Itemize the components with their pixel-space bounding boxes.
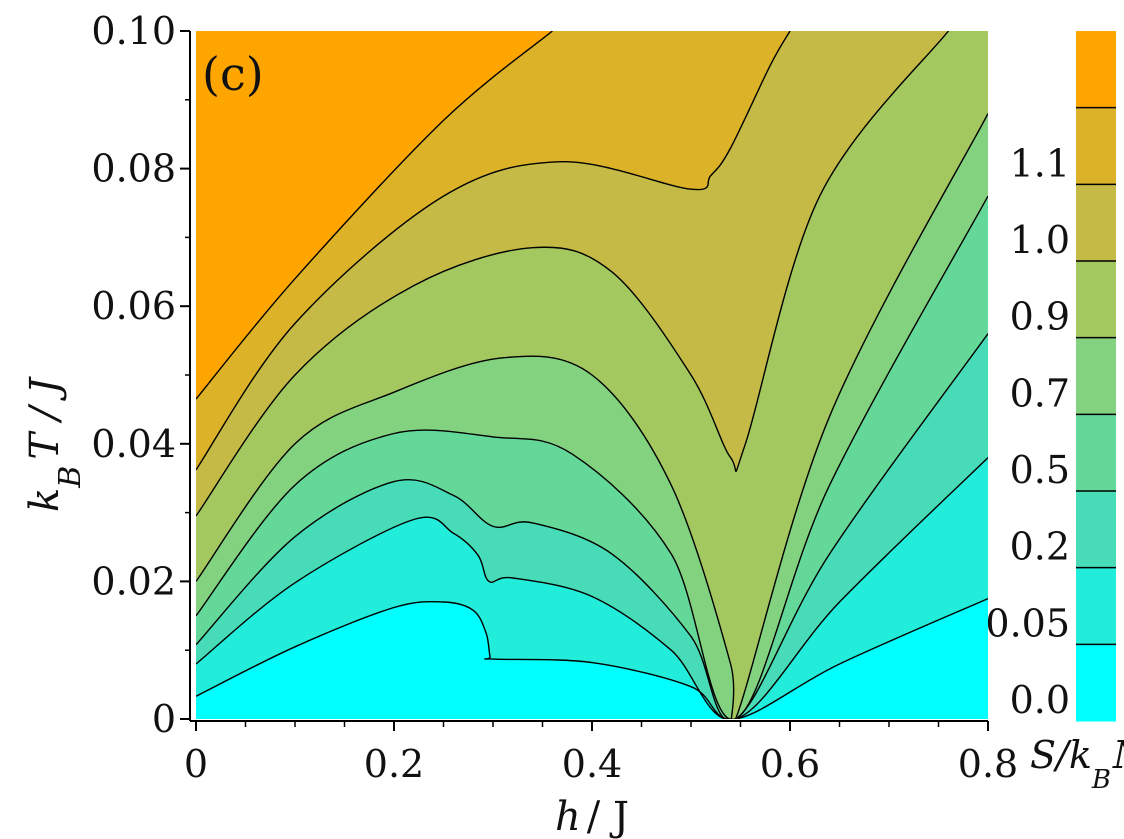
- colorbar-label-4: 0.7: [1010, 371, 1070, 415]
- colorbar-swatch-7: [1076, 107, 1116, 185]
- x-axis-title-main: h: [555, 794, 581, 839]
- colorbar-label-1: 0.05: [985, 601, 1070, 645]
- y-tick-label-5: 0.10: [91, 9, 176, 53]
- y-axis-title-sub: B: [53, 466, 88, 489]
- colorbar-label-3: 0.5: [1010, 448, 1070, 492]
- x-tick-label-2: 0.4: [562, 742, 622, 786]
- colorbar-title: S/kBN: [1030, 733, 1124, 795]
- colorbar-swatch-3: [1076, 414, 1116, 492]
- contour-band-0: [196, 598, 988, 719]
- axes: 0 0.02 0.04 0.06 0.08 0.10 0 0.2 0.4 0.6 0.8: [91, 9, 1018, 786]
- x-tick-label-0: 0: [184, 742, 208, 786]
- contour-line-7: [196, 31, 553, 400]
- colorbar-swatch-5: [1076, 261, 1116, 339]
- contour-line-2: [196, 333, 988, 719]
- x-tick-label-4: 0.8: [958, 742, 1018, 786]
- y-axis-title: kB T / J: [22, 376, 88, 512]
- contour-line-1: [196, 457, 988, 719]
- colorbar-label-0: 0.0: [1010, 678, 1070, 722]
- contour-line-0: [196, 597, 988, 719]
- contour-line-6: [196, 31, 791, 471]
- contour-lines: [196, 31, 988, 719]
- y-tick-label-4: 0.08: [91, 147, 176, 191]
- contour-line-4: [196, 113, 988, 719]
- y-axis-title-rest: T / J: [22, 376, 68, 460]
- svg-text:kBT / J: kB T / J: [22, 376, 88, 512]
- colorbar-swatch-2: [1076, 491, 1116, 569]
- colorbar-swatch-0: [1076, 644, 1116, 722]
- x-tick-label-1: 0.2: [364, 742, 424, 786]
- x-tick-label-3: 0.6: [760, 742, 820, 786]
- colorbar-swatch-8: [1076, 31, 1116, 109]
- colorbar-title-sub: B: [1091, 765, 1111, 795]
- contour-bands: [196, 31, 988, 719]
- colorbar-label-5: 0.9: [1010, 295, 1070, 339]
- y-tick-label-0: 0: [152, 697, 176, 741]
- y-tick-label-3: 0.06: [91, 284, 176, 328]
- colorbar-label-7: 1.1: [1010, 141, 1070, 185]
- contour-line-5: [196, 31, 949, 517]
- y-axis-title-k: k: [22, 488, 68, 512]
- colorbar-title-main: S/k: [1030, 733, 1092, 777]
- y-tick-label-1: 0.02: [91, 559, 176, 603]
- contour-line-3: [196, 195, 988, 719]
- colorbar-title-end: N: [1112, 733, 1124, 777]
- colorbar-label-6: 1.0: [1010, 218, 1070, 262]
- colorbar-swatch-4: [1076, 337, 1116, 415]
- colorbar: 0.0 0.05 0.2 0.5 0.7 0.9 1.0 1.1: [985, 31, 1116, 722]
- colorbar-swatch-1: [1076, 567, 1116, 645]
- colorbar-label-2: 0.2: [1010, 525, 1070, 569]
- panel-label: (c): [202, 47, 264, 101]
- colorbar-swatch-6: [1076, 184, 1116, 262]
- y-tick-label-2: 0.04: [91, 422, 176, 466]
- x-axis-title-rest: / J: [587, 794, 629, 839]
- x-axis-title: h / J: [555, 794, 629, 839]
